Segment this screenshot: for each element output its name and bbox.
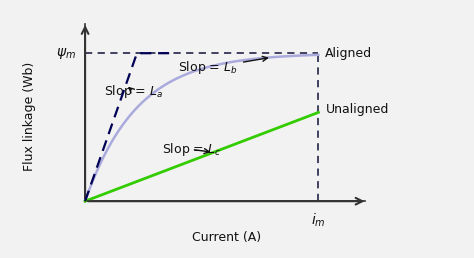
- Text: Current (A): Current (A): [192, 231, 261, 244]
- Text: Aligned: Aligned: [325, 47, 373, 60]
- Text: Slop = $L_a$: Slop = $L_a$: [104, 83, 163, 100]
- Text: Slop = $L_c$: Slop = $L_c$: [162, 141, 221, 158]
- Text: Unaligned: Unaligned: [325, 103, 389, 116]
- Text: Slop = $L_b$: Slop = $L_b$: [178, 56, 267, 77]
- Text: Flux linkage (Wb): Flux linkage (Wb): [23, 61, 36, 171]
- Text: $\psi_m$: $\psi_m$: [56, 46, 76, 61]
- Text: $i_m$: $i_m$: [311, 212, 326, 229]
